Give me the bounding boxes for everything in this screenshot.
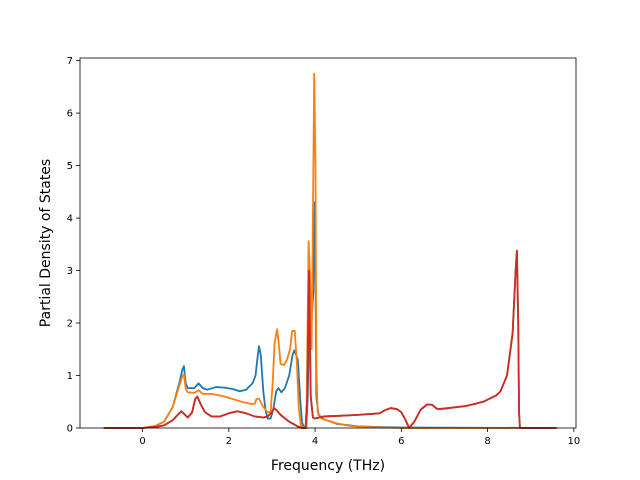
y-tick-label: 7: [67, 56, 73, 67]
series-line-1: [103, 201, 557, 429]
y-tick-label: 3: [67, 266, 73, 277]
series-line-2: [103, 72, 557, 429]
y-tick-label: 2: [67, 319, 73, 330]
x-tick-label: 4: [312, 436, 318, 447]
x-tick-label: 0: [139, 436, 145, 447]
x-tick-label: 10: [567, 436, 580, 447]
y-tick-label: 0: [67, 424, 73, 435]
y-tick-label: 6: [67, 109, 73, 120]
series-layer: [103, 72, 557, 429]
y-axis-ticks: 0 1 2 3 4 5 6 7: [67, 56, 80, 435]
x-axis-title: Frequency (THz): [271, 458, 385, 474]
y-tick-label: 4: [67, 214, 73, 225]
series-line-4: [103, 249, 557, 429]
y-axis-title: Partial Density of States: [38, 159, 54, 327]
y-tick-label: 1: [67, 371, 73, 382]
y-tick-label: 5: [67, 161, 73, 172]
plot-frame: [79, 57, 577, 429]
x-axis-ticks: 0 2 4 6 8 10: [139, 428, 580, 447]
x-tick-label: 2: [226, 436, 232, 447]
x-tick-label: 6: [398, 436, 404, 447]
x-tick-label: 8: [484, 436, 490, 447]
